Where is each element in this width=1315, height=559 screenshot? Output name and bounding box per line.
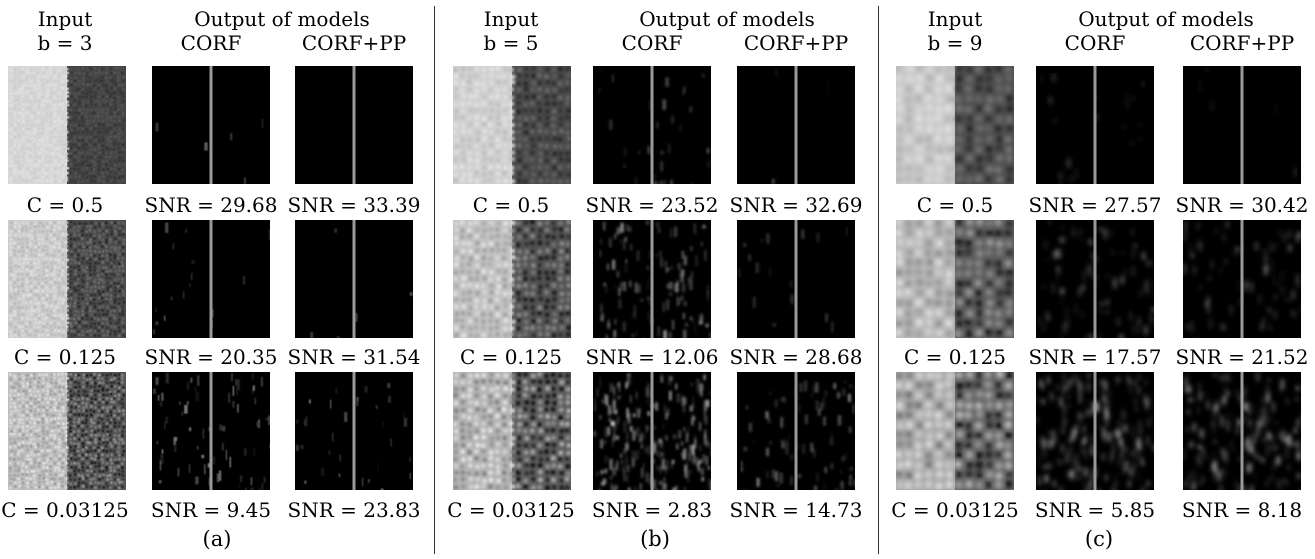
snr-corf-caption: SNR = 23.52 <box>585 193 719 217</box>
snr-corf-pp-caption: SNR = 30.42 <box>1175 193 1309 217</box>
panel-divider <box>434 6 435 554</box>
header-input: Input <box>37 7 93 31</box>
input-image <box>896 66 1014 184</box>
snr-corf-caption: SNR = 17.57 <box>1028 345 1162 369</box>
header-param: b = 5 <box>483 31 539 55</box>
snr-corf-caption: SNR = 12.06 <box>585 345 719 369</box>
panel-label: (b) <box>640 527 670 551</box>
corf-pp-output-image <box>737 372 855 490</box>
panel-c: Input b = 9 Output of models CORF CORF+P… <box>884 0 1315 559</box>
corf-pp-output-image <box>295 66 413 184</box>
input-image <box>896 220 1014 338</box>
contrast-caption: C = 0.03125 <box>1 498 129 522</box>
header-output-group: Output of models <box>1078 7 1254 31</box>
corf-pp-output-image <box>295 220 413 338</box>
input-image <box>8 372 126 490</box>
panel-divider <box>878 6 879 554</box>
corf-output-image <box>593 372 711 490</box>
corf-output-image <box>1036 66 1154 184</box>
snr-corf-pp-caption: SNR = 23.83 <box>287 498 421 522</box>
header-input: Input <box>483 7 539 31</box>
corf-pp-output-image <box>295 372 413 490</box>
snr-corf-pp-caption: SNR = 33.39 <box>287 193 421 217</box>
snr-corf-pp-caption: SNR = 8.18 <box>1181 498 1303 522</box>
input-image <box>453 220 571 338</box>
panel-a: Input b = 3 Output of models CORF CORF+P… <box>0 0 434 559</box>
corf-output-image <box>1036 372 1154 490</box>
snr-corf-caption: SNR = 29.68 <box>144 193 278 217</box>
contrast-caption: C = 0.125 <box>903 345 1007 369</box>
snr-corf-caption: SNR = 5.85 <box>1034 498 1156 522</box>
header-output-group: Output of models <box>194 7 370 31</box>
header-model-corf: CORF <box>621 31 683 55</box>
input-image <box>453 66 571 184</box>
contrast-caption: C = 0.125 <box>459 345 563 369</box>
corf-output-image <box>152 220 270 338</box>
corf-output-image <box>593 220 711 338</box>
header-input: Input <box>927 7 983 31</box>
header-model-corf-pp: CORF+PP <box>301 31 407 55</box>
panel-label: (a) <box>202 527 232 551</box>
snr-corf-pp-caption: SNR = 31.54 <box>287 345 421 369</box>
contrast-caption: C = 0.5 <box>472 193 550 217</box>
corf-output-image <box>593 66 711 184</box>
header-param: b = 9 <box>927 31 983 55</box>
header-model-corf: CORF <box>1064 31 1126 55</box>
contrast-caption: C = 0.5 <box>26 193 104 217</box>
snr-corf-caption: SNR = 20.35 <box>144 345 278 369</box>
corf-output-image <box>1036 220 1154 338</box>
contrast-caption: C = 0.03125 <box>891 498 1019 522</box>
contrast-caption: C = 0.5 <box>916 193 994 217</box>
corf-pp-output-image <box>737 66 855 184</box>
header-output-group: Output of models <box>639 7 815 31</box>
snr-corf-pp-caption: SNR = 14.73 <box>729 498 863 522</box>
corf-pp-output-image <box>737 220 855 338</box>
input-image <box>8 66 126 184</box>
input-image <box>453 372 571 490</box>
header-param: b = 3 <box>37 31 93 55</box>
corf-pp-output-image <box>1183 66 1301 184</box>
panel-label: (c) <box>1084 527 1114 551</box>
panel-b: Input b = 5 Output of models CORF CORF+P… <box>440 0 874 559</box>
contrast-caption: C = 0.03125 <box>447 498 575 522</box>
corf-output-image <box>152 372 270 490</box>
header-model-corf-pp: CORF+PP <box>1189 31 1295 55</box>
header-model-corf-pp: CORF+PP <box>743 31 849 55</box>
contrast-caption: C = 0.125 <box>13 345 117 369</box>
header-model-corf: CORF <box>180 31 242 55</box>
corf-pp-output-image <box>1183 372 1301 490</box>
snr-corf-caption: SNR = 2.83 <box>591 498 713 522</box>
snr-corf-pp-caption: SNR = 32.69 <box>729 193 863 217</box>
input-image <box>896 372 1014 490</box>
snr-corf-pp-caption: SNR = 21.52 <box>1175 345 1309 369</box>
snr-corf-pp-caption: SNR = 28.68 <box>729 345 863 369</box>
input-image <box>8 220 126 338</box>
corf-pp-output-image <box>1183 220 1301 338</box>
snr-corf-caption: SNR = 9.45 <box>150 498 272 522</box>
snr-corf-caption: SNR = 27.57 <box>1028 193 1162 217</box>
corf-output-image <box>152 66 270 184</box>
